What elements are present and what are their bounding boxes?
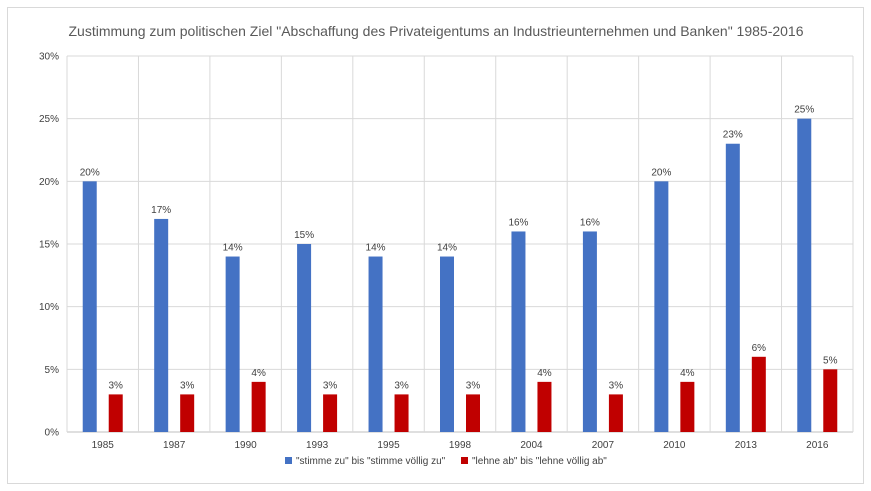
y-axis: 0% 5% 10% 15% 20% 25% 30%: [39, 52, 59, 439]
y-tick-label: 5%: [45, 365, 60, 376]
data-label: 20%: [80, 167, 100, 178]
x-tick-label: 2007: [592, 440, 615, 451]
data-label: 4%: [537, 368, 552, 379]
data-label: 25%: [794, 105, 814, 116]
x-tick-label: 1987: [163, 440, 186, 451]
bar: [537, 381, 552, 432]
bar: [680, 381, 695, 432]
bars: 20% 17% 14% 15% 14% 14% 16% 16% 20% 23% 25% 3% 3% 4% 3…: [80, 105, 838, 433]
chart-frame: [7, 7, 864, 484]
bar: [394, 394, 409, 432]
x-tick-label: 1993: [306, 440, 329, 451]
legend-label: "lehne ab" bis "lehne völlig ab": [472, 456, 607, 467]
data-label: 4%: [251, 368, 266, 379]
bar: [180, 394, 195, 432]
grid-lines: [66, 55, 854, 433]
y-tick-label: 25%: [39, 114, 59, 125]
x-tick-label: 2004: [520, 440, 543, 451]
bar: [154, 218, 169, 432]
bar: [608, 394, 623, 432]
bar: [297, 244, 312, 432]
bar: [797, 118, 812, 433]
bar: [751, 356, 766, 432]
data-label: 3%: [323, 380, 338, 391]
x-axis: 1985 1987 1990 1993 1995 1998 2004 2007 2010 2013…: [92, 440, 829, 451]
bar: [323, 394, 338, 432]
chart-title: Zustimmung zum politischen Ziel "Abschaf…: [69, 23, 804, 39]
y-tick-label: 10%: [39, 302, 59, 313]
x-tick-label: 2010: [663, 440, 686, 451]
data-label: 3%: [466, 380, 481, 391]
bar: [368, 256, 383, 432]
y-tick-label: 30%: [39, 52, 59, 63]
data-label: 14%: [366, 243, 386, 254]
bar: [251, 381, 266, 432]
bar: [725, 143, 740, 432]
data-label: 6%: [752, 343, 767, 354]
bar: [654, 181, 669, 432]
y-tick-label: 0%: [45, 428, 60, 439]
data-label: 3%: [109, 380, 124, 391]
bar: [582, 231, 597, 432]
data-label: 23%: [723, 130, 743, 141]
x-tick-label: 1985: [92, 440, 115, 451]
legend: "stimme zu" bis "stimme völlig zu" "lehne…: [285, 456, 607, 467]
bar: [82, 181, 97, 432]
legend-swatch: [461, 457, 468, 464]
bar: [823, 369, 838, 432]
y-tick-label: 20%: [39, 177, 59, 188]
x-tick-label: 2013: [735, 440, 758, 451]
data-label: 15%: [294, 230, 314, 241]
x-tick-label: 1990: [235, 440, 258, 451]
data-label: 17%: [151, 205, 171, 216]
x-tick-label: 1998: [449, 440, 472, 451]
data-label: 3%: [180, 380, 195, 391]
data-label: 3%: [394, 380, 409, 391]
bar: [466, 394, 480, 432]
data-label: 20%: [651, 167, 671, 178]
bar: [108, 394, 123, 432]
data-label: 3%: [609, 380, 624, 391]
bar: [225, 256, 240, 432]
y-tick-label: 15%: [39, 240, 59, 251]
data-label: 4%: [680, 368, 695, 379]
bar: [511, 231, 526, 432]
data-label: 16%: [508, 217, 528, 228]
data-label: 14%: [223, 243, 243, 254]
data-label: 5%: [823, 355, 838, 366]
data-label: 16%: [580, 217, 600, 228]
x-tick-label: 2016: [806, 440, 829, 451]
data-label: 14%: [437, 243, 457, 254]
x-tick-label: 1995: [377, 440, 400, 451]
bar: [440, 256, 454, 432]
legend-label: "stimme zu" bis "stimme völlig zu": [296, 456, 446, 467]
legend-swatch: [285, 457, 292, 464]
